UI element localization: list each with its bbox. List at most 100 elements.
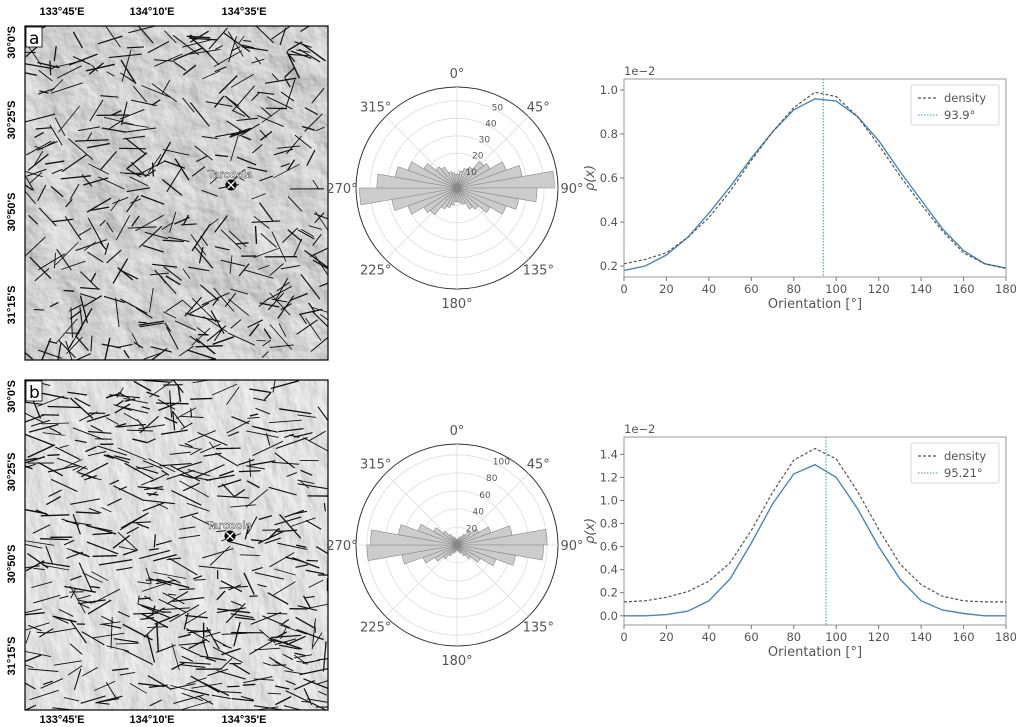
lineament	[83, 475, 97, 481]
lineament	[216, 495, 249, 499]
lineament	[212, 646, 243, 664]
lineament	[52, 615, 77, 623]
lineament	[80, 293, 96, 300]
lineament	[164, 416, 178, 424]
lineament	[25, 236, 46, 257]
lineament	[209, 545, 231, 566]
lineament	[149, 699, 162, 707]
lineament	[51, 82, 83, 94]
lineament	[143, 352, 163, 360]
lineament	[180, 422, 193, 430]
lineament	[286, 472, 297, 478]
lineament	[172, 410, 176, 431]
lineament	[148, 548, 159, 551]
lineament	[300, 274, 321, 300]
rose-bar	[456, 187, 474, 210]
lineament	[301, 43, 326, 62]
lineament	[179, 661, 211, 665]
lineament	[275, 695, 292, 706]
rose-bar	[447, 171, 458, 189]
lineament	[75, 352, 92, 360]
rose-radial-tick-label: 40	[473, 508, 485, 518]
lineament	[29, 171, 43, 184]
rose-direction-label: 0°	[450, 67, 465, 82]
lineament	[275, 631, 288, 639]
lineament	[261, 106, 284, 124]
lineament	[90, 585, 100, 589]
lineament	[34, 268, 50, 282]
lineament	[267, 592, 289, 605]
x-tick-label: 160	[953, 630, 975, 644]
lineament	[107, 119, 123, 131]
lineament	[115, 215, 131, 241]
lineament	[126, 187, 151, 193]
lineament	[76, 594, 91, 600]
lineament	[135, 214, 164, 232]
rose-direction-label: 0°	[450, 424, 465, 439]
lineament	[279, 513, 302, 539]
lineament	[226, 120, 245, 133]
rose-direction-label: 270°	[326, 182, 357, 197]
lineament	[214, 66, 227, 73]
lon-tick-label: 134°35'E	[222, 714, 267, 726]
lineament	[114, 403, 131, 414]
lineament	[88, 430, 112, 434]
rose-bar	[456, 528, 548, 546]
y-tick-label: 0.6	[600, 540, 618, 554]
lineament	[154, 59, 175, 62]
lineament	[68, 340, 75, 348]
lineament	[139, 322, 164, 328]
lineament	[241, 135, 252, 141]
lineament	[153, 534, 156, 548]
map-panel-a: a Tarcoola 133°45'E 134°10'E 134°35'E 30…	[6, 6, 329, 361]
lineament	[260, 233, 277, 248]
lineament	[75, 307, 93, 336]
rose-bar	[456, 544, 466, 557]
lineament	[269, 637, 303, 650]
lineament	[140, 616, 155, 621]
lineament	[201, 639, 209, 658]
rose-direction-label: 45°	[527, 458, 550, 473]
lineament	[188, 266, 210, 272]
lineament	[271, 461, 300, 465]
y-tick-label: 1.0	[600, 83, 618, 97]
lineament	[119, 671, 136, 676]
lineament	[139, 549, 171, 560]
lineament	[60, 260, 86, 270]
y-tick-label: 0.0	[600, 609, 618, 623]
lineament	[181, 664, 206, 668]
lineament	[252, 440, 284, 457]
lineament	[118, 392, 131, 400]
lineament	[124, 398, 136, 402]
lineament	[251, 539, 263, 542]
lineament	[205, 101, 233, 107]
lineament	[191, 515, 216, 528]
lineament	[25, 113, 56, 123]
lineament	[294, 134, 312, 149]
lineament	[151, 263, 178, 268]
fitted-curve	[624, 463, 1006, 617]
lineament	[85, 446, 97, 453]
lineament	[266, 285, 292, 301]
lineament	[101, 615, 114, 623]
lineament	[69, 643, 83, 655]
lineament	[90, 206, 110, 212]
lineament	[151, 83, 177, 103]
lineament	[95, 438, 112, 440]
lineament	[69, 619, 87, 644]
lineament	[25, 543, 43, 549]
lineament	[216, 590, 226, 601]
lineament	[202, 70, 221, 80]
lineament	[137, 581, 151, 585]
lineament	[90, 272, 97, 283]
lineament	[184, 611, 207, 625]
rose-bar	[442, 530, 458, 546]
lineament	[145, 567, 152, 584]
lineament	[38, 87, 55, 95]
lineament	[138, 320, 165, 326]
lineament	[104, 337, 111, 360]
lineament	[130, 198, 141, 204]
lineament	[106, 417, 119, 425]
lineament	[57, 65, 82, 79]
lineament	[176, 461, 203, 470]
